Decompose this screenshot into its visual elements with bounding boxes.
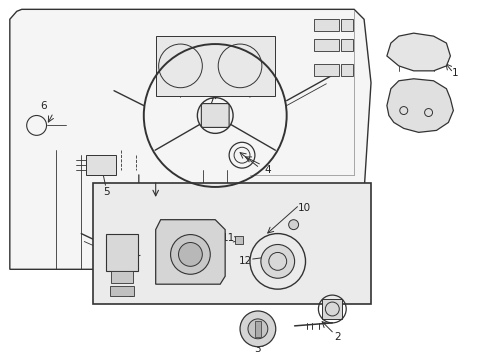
Bar <box>155 36 274 96</box>
Bar <box>322 299 342 319</box>
Text: 12: 12 <box>238 256 251 266</box>
Text: 1: 1 <box>451 68 458 78</box>
Text: 10: 10 <box>297 203 310 213</box>
Bar <box>86 155 116 175</box>
Circle shape <box>247 319 267 339</box>
Bar <box>341 39 352 51</box>
Bar <box>93 183 370 304</box>
Text: 2: 2 <box>333 332 340 342</box>
Bar <box>341 64 352 76</box>
Circle shape <box>240 311 275 347</box>
Text: 5: 5 <box>102 187 109 197</box>
Bar <box>106 234 138 271</box>
Circle shape <box>170 235 210 274</box>
Text: 4: 4 <box>264 165 270 175</box>
Circle shape <box>178 243 202 266</box>
Bar <box>341 19 352 31</box>
Bar <box>314 19 339 31</box>
Bar <box>314 64 339 76</box>
Text: 7: 7 <box>206 98 213 108</box>
Bar <box>110 286 134 296</box>
Bar <box>235 235 243 243</box>
Polygon shape <box>386 79 452 132</box>
Bar <box>314 39 339 51</box>
Text: 8: 8 <box>127 289 134 299</box>
Polygon shape <box>10 9 370 269</box>
Text: 9: 9 <box>125 252 132 262</box>
Polygon shape <box>155 220 224 284</box>
Polygon shape <box>386 33 449 71</box>
Text: 6: 6 <box>40 100 47 111</box>
Circle shape <box>288 220 298 230</box>
Bar <box>254 321 260 337</box>
Text: 11: 11 <box>221 233 234 243</box>
FancyBboxPatch shape <box>201 104 229 127</box>
Circle shape <box>260 244 294 278</box>
Bar <box>111 271 133 283</box>
Text: 3: 3 <box>254 344 261 354</box>
